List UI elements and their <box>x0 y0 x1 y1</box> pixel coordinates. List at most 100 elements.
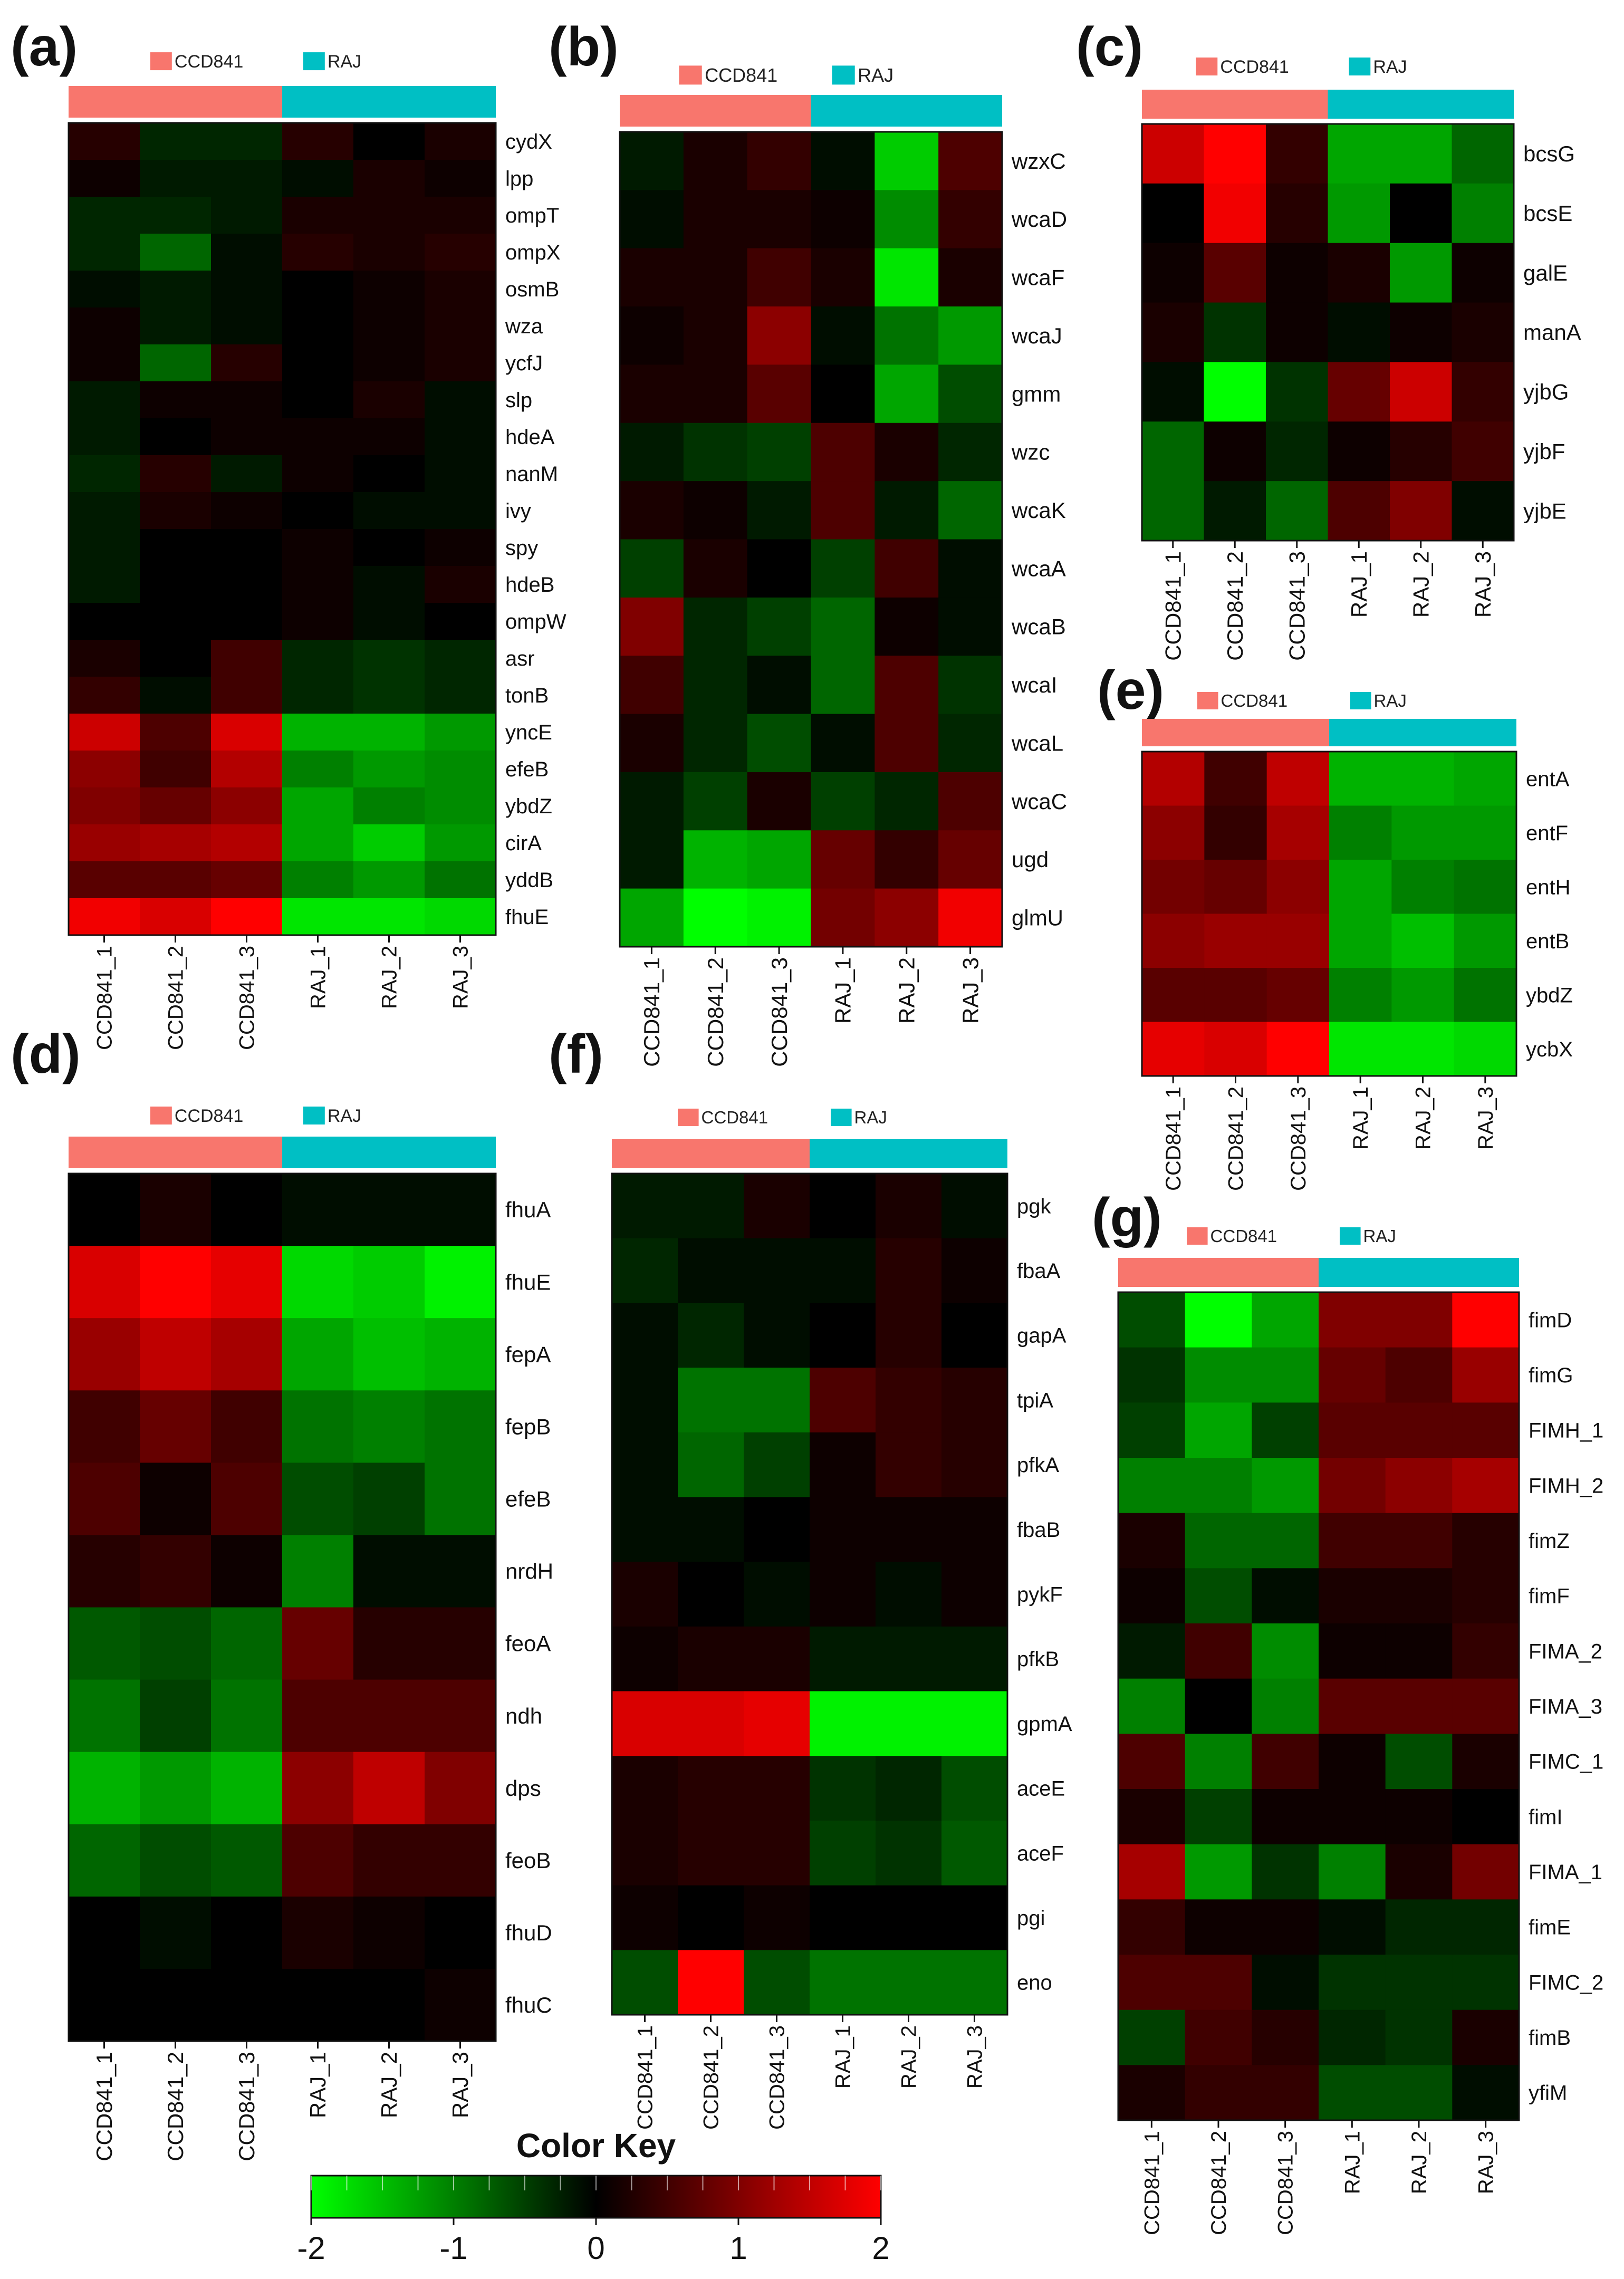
heatmap-cell <box>1185 1623 1252 1679</box>
gene-label: FIMA_1 <box>1529 1861 1602 1884</box>
heatmap-cell <box>353 1535 425 1608</box>
heatmap-cell <box>69 640 140 677</box>
heatmap-cell <box>1385 1734 1453 1790</box>
heatmap-cell <box>678 1303 744 1368</box>
heatmap-cell <box>1385 1402 1453 1458</box>
heatmap-cell <box>747 132 812 190</box>
heatmap-cell <box>1185 1734 1252 1790</box>
heatmap-cell <box>683 481 748 540</box>
gene-label: fbaA <box>1017 1259 1061 1283</box>
gene-label: yjbE <box>1523 498 1567 523</box>
panel-label-e: (e) <box>1097 660 1165 721</box>
heatmap-cell <box>425 455 496 493</box>
sample-label: CCD841_2 <box>163 2052 188 2161</box>
heatmap-cell <box>1266 302 1329 363</box>
heatmap-cell <box>140 1824 212 1897</box>
heatmap-cell <box>941 1626 1008 1692</box>
legend-label-raj: RAJ <box>1363 1226 1396 1246</box>
heatmap-cell <box>1452 1734 1520 1790</box>
gene-label: bcsE <box>1523 201 1572 226</box>
gene-label: fimI <box>1529 1805 1562 1829</box>
heatmap-cell <box>875 830 939 889</box>
group-bar-raj <box>1329 719 1516 746</box>
gene-label: entB <box>1526 930 1569 953</box>
heatmap-cell <box>612 1950 678 2015</box>
heatmap-cell <box>353 566 425 603</box>
heatmap-cell <box>1319 1844 1386 1900</box>
heatmap-cell <box>69 307 140 345</box>
heatmap-cell <box>810 1820 876 1886</box>
heatmap-cell <box>1185 1458 1252 1514</box>
heatmap-cell <box>1385 1955 1453 2011</box>
heatmap-cell <box>811 481 875 540</box>
heatmap-cell <box>941 1756 1008 1821</box>
heatmap-cell <box>1142 124 1205 184</box>
gene-label: fhuC <box>505 1993 552 2017</box>
gene-label: ycbX <box>1526 1038 1573 1061</box>
sample-label: CCD841_3 <box>234 2052 259 2161</box>
heatmap-cell <box>938 190 1003 249</box>
heatmap-cell <box>810 1238 876 1303</box>
gene-label: feoA <box>505 1631 551 1656</box>
heatmap-cell <box>683 714 748 773</box>
heatmap-cell <box>1329 913 1392 968</box>
heatmap-cell <box>810 1885 876 1950</box>
heatmap-cell <box>1319 1899 1386 1955</box>
heatmap-cell <box>353 123 425 160</box>
legend-swatch-raj <box>1350 691 1371 709</box>
heatmap-cell <box>1266 421 1329 482</box>
heatmap-cell <box>1454 752 1517 806</box>
heatmap-cell <box>425 1896 496 1969</box>
heatmap-cell <box>140 381 212 419</box>
heatmap-cell <box>1319 1678 1386 1734</box>
heatmap-cell <box>1204 481 1266 541</box>
heatmap-cell <box>140 1968 212 2042</box>
sample-label: CCD841_1 <box>1140 2131 1164 2235</box>
heatmap-cell <box>683 888 748 947</box>
heatmap-cell <box>938 656 1003 715</box>
heatmap-cell <box>140 492 212 530</box>
gene-label: wzc <box>1011 440 1050 465</box>
sample-label: CCD841_1 <box>93 946 117 1050</box>
heatmap-cell <box>744 1950 810 2015</box>
heatmap-cell <box>140 787 212 825</box>
legend-label-raj: RAJ <box>1374 691 1407 710</box>
sample-label: CCD841_1 <box>1160 551 1185 661</box>
heatmap-cell <box>1319 1402 1386 1458</box>
heatmap-cell <box>620 248 684 307</box>
heatmap-cell <box>876 1368 942 1433</box>
heatmap-cell <box>69 529 140 566</box>
heatmap-cell <box>1319 1789 1386 1845</box>
gene-label: asr <box>505 647 535 670</box>
heatmap-cell <box>1204 362 1266 422</box>
group-bar-raj <box>811 95 1002 127</box>
heatmap-cell <box>1252 1292 1319 1348</box>
heatmap-cell <box>140 898 212 936</box>
gene-label: pfkB <box>1017 1648 1059 1671</box>
heatmap-cell <box>876 1562 942 1627</box>
heatmap-cell <box>425 1679 496 1753</box>
heatmap-cell <box>69 1824 140 1897</box>
heatmap-cell <box>678 1432 744 1498</box>
heatmap-cell <box>811 364 875 424</box>
heatmap-cell <box>938 772 1003 831</box>
heatmap-cell <box>425 1535 496 1608</box>
heatmap-cell <box>1385 1347 1453 1403</box>
heatmap-cell <box>941 1562 1008 1627</box>
panel-label-a: (a) <box>11 16 78 78</box>
heatmap-cell <box>140 1246 212 1319</box>
heatmap-cell <box>747 306 812 366</box>
heatmap-cell <box>425 898 496 936</box>
heatmap-cell <box>1452 421 1514 482</box>
sample-label: RAJ_1 <box>832 2025 855 2089</box>
heatmap-cell <box>744 1562 810 1627</box>
heatmap-cell <box>938 481 1003 540</box>
panel-label-g: (g) <box>1092 1187 1162 1248</box>
gene-label: yfiM <box>1529 2082 1567 2105</box>
legend-label-ccd841: CCD841 <box>705 64 777 86</box>
heatmap-cell <box>1454 968 1517 1023</box>
heatmap-cell <box>282 1607 354 1680</box>
heatmap-cell <box>425 714 496 751</box>
